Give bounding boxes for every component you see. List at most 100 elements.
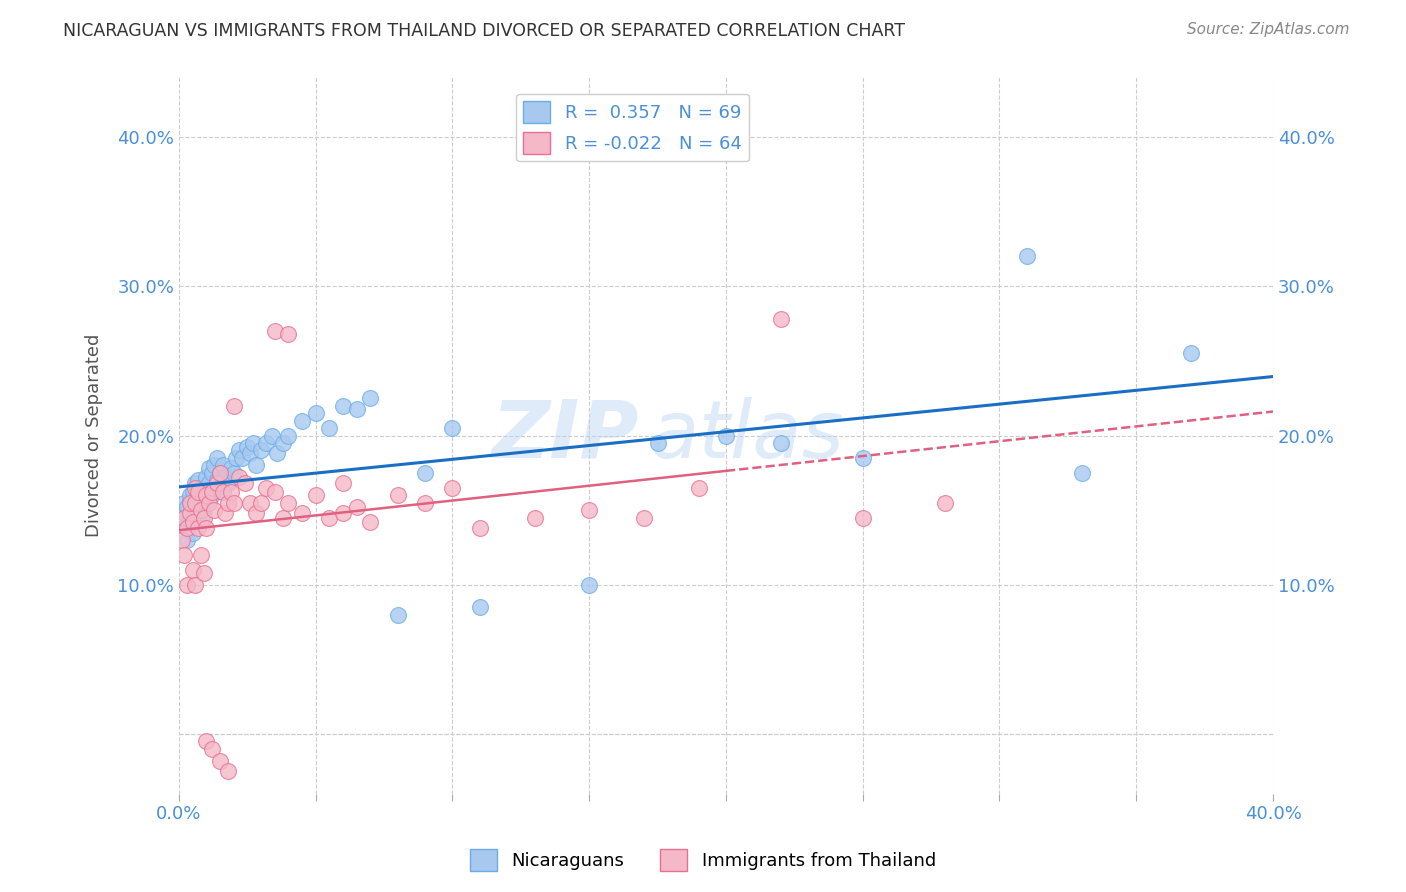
Point <box>468 521 491 535</box>
Point <box>195 521 218 535</box>
Point <box>187 485 209 500</box>
Point <box>193 510 215 524</box>
Point <box>204 503 226 517</box>
Point <box>228 443 250 458</box>
Point <box>250 443 273 458</box>
Point <box>176 500 198 515</box>
Point <box>208 466 231 480</box>
Point <box>260 428 283 442</box>
Point <box>181 506 204 520</box>
Point <box>187 473 209 487</box>
Point <box>195 496 218 510</box>
Point <box>239 496 262 510</box>
Point <box>184 481 207 495</box>
Point <box>245 458 267 473</box>
Point <box>181 563 204 577</box>
Point <box>219 461 242 475</box>
Point <box>266 446 288 460</box>
Point <box>193 488 215 502</box>
Point <box>217 476 239 491</box>
Point <box>217 764 239 779</box>
Point <box>231 450 253 465</box>
Point <box>198 496 221 510</box>
Text: Source: ZipAtlas.com: Source: ZipAtlas.com <box>1187 22 1350 37</box>
Point <box>179 506 201 520</box>
Point <box>239 446 262 460</box>
Point <box>222 399 245 413</box>
Point <box>1070 466 1092 480</box>
Point <box>277 496 299 510</box>
Point <box>190 481 212 495</box>
Legend: R =  0.357   N = 69, R = -0.022   N = 64: R = 0.357 N = 69, R = -0.022 N = 64 <box>516 94 749 161</box>
Point <box>242 436 264 450</box>
Point <box>271 510 294 524</box>
Point <box>179 488 201 502</box>
Point <box>205 476 228 491</box>
Point <box>852 510 875 524</box>
Point <box>387 488 409 502</box>
Point <box>214 506 236 520</box>
Point <box>332 506 354 520</box>
Point <box>413 496 436 510</box>
Point <box>198 476 221 491</box>
Point <box>179 496 201 510</box>
Point <box>176 521 198 535</box>
Point <box>204 458 226 473</box>
Text: NICARAGUAN VS IMMIGRANTS FROM THAILAND DIVORCED OR SEPARATED CORRELATION CHART: NICARAGUAN VS IMMIGRANTS FROM THAILAND D… <box>63 22 905 40</box>
Point <box>176 533 198 547</box>
Point <box>181 485 204 500</box>
Point <box>250 496 273 510</box>
Point <box>523 510 546 524</box>
Point <box>318 421 340 435</box>
Point <box>208 466 231 480</box>
Point <box>201 488 224 502</box>
Point <box>222 496 245 510</box>
Point <box>359 515 381 529</box>
Point <box>173 548 195 562</box>
Point <box>217 496 239 510</box>
Point <box>578 578 600 592</box>
Point <box>633 510 655 524</box>
Point <box>190 548 212 562</box>
Point <box>1180 346 1202 360</box>
Point <box>714 428 737 442</box>
Point <box>208 483 231 498</box>
Point <box>291 414 314 428</box>
Point <box>170 533 193 547</box>
Point <box>205 473 228 487</box>
Point <box>195 488 218 502</box>
Point <box>190 499 212 513</box>
Point <box>934 496 956 510</box>
Point <box>179 514 201 528</box>
Point <box>578 503 600 517</box>
Point <box>214 470 236 484</box>
Point <box>184 578 207 592</box>
Point <box>184 476 207 491</box>
Point <box>184 496 207 510</box>
Point <box>346 500 368 515</box>
Point <box>198 461 221 475</box>
Point <box>201 742 224 756</box>
Point <box>173 496 195 510</box>
Point <box>468 600 491 615</box>
Point <box>387 607 409 622</box>
Text: ZIP: ZIP <box>491 397 638 475</box>
Point <box>1015 250 1038 264</box>
Point <box>647 436 669 450</box>
Point <box>179 494 201 508</box>
Point <box>187 510 209 524</box>
Point <box>190 503 212 517</box>
Point <box>184 496 207 510</box>
Point <box>170 518 193 533</box>
Point <box>277 428 299 442</box>
Y-axis label: Divorced or Separated: Divorced or Separated <box>86 334 103 537</box>
Point <box>211 485 233 500</box>
Point <box>176 578 198 592</box>
Point <box>184 503 207 517</box>
Point <box>441 421 464 435</box>
Point <box>211 458 233 473</box>
Point <box>769 436 792 450</box>
Point <box>193 506 215 520</box>
Point <box>271 436 294 450</box>
Point <box>305 488 328 502</box>
